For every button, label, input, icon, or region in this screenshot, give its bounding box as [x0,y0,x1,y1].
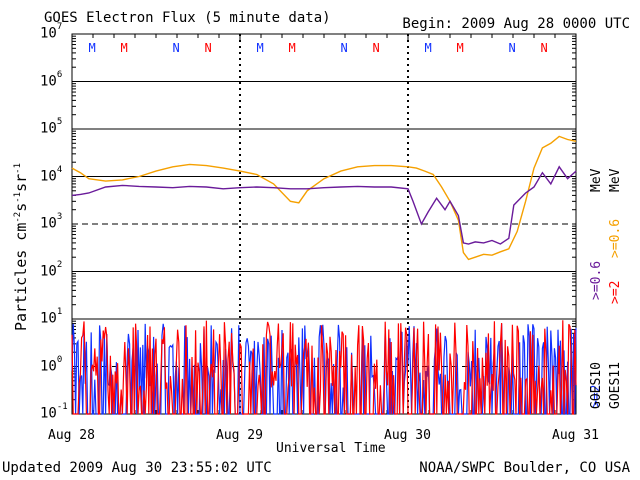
x-axis-label: Universal Time [276,441,386,456]
y-tick-base: 10 [40,215,57,232]
marker-m: M [120,41,127,55]
begin-time: Begin: 2009 Aug 28 0000 UTC [402,16,630,32]
x-tick-aug28: Aug 28 [48,428,95,443]
goes11-slow-label: >=2 [608,281,623,304]
goes11-fast-threshold: >=0.6 [608,218,623,258]
y-tick-base: 10 [40,358,57,375]
y-tick-base: 10 [40,73,57,90]
y-tick-exponent: 5 [56,117,63,127]
marker-m: M [257,41,264,55]
unit-text-2: MeV [608,168,623,192]
y-tick-base: 10 [40,405,57,422]
unit-text-1: MeV [589,168,604,192]
y-tick-base: 10 [40,120,57,137]
y-tick-label: 101 [40,307,63,327]
y-tick-label: 10-1 [40,402,68,422]
y-tick-label: 102 [40,259,63,280]
y-tick-label: 100 [40,354,63,375]
y-tick-exponent: 7 [56,22,63,32]
goes11-sat-label: GOES11 [608,362,623,409]
unit-label-2: MeV [608,169,623,192]
marker-n: N [509,41,516,55]
marker-n: N [540,41,547,55]
marker-m: M [425,41,432,55]
goes11-fast-label: >=0.6 [608,219,623,258]
y-tick-label: 103 [40,212,63,232]
y-tick-exponent: 6 [56,69,63,80]
x-tick-aug31: Aug 31 [552,428,599,443]
y-tick-exponent: 1 [56,307,63,317]
goes10-sat-label: GOES10 [589,362,604,409]
y-tick-label: 105 [40,117,63,137]
y-tick-base: 10 [40,310,57,327]
x-tick-aug29: Aug 29 [216,428,263,443]
marker-m: M [89,41,96,55]
goes10-fast-threshold: >=0.6 [589,260,604,300]
y-tick-exponent: -1 [56,402,68,412]
goes10-fast-label: >=0.6 [589,261,604,300]
y-tick-exponent: 3 [56,212,63,222]
marker-n: N [204,41,211,55]
y-tick-exponent: 4 [56,164,63,175]
series-goes11_fast [71,135,577,261]
y-tick-exponent: 0 [56,354,63,365]
marker-m: M [456,41,463,55]
updated-time: Updated 2009 Aug 30 23:55:02 UTC [2,460,272,476]
y-tick-base: 10 [40,263,57,280]
y-tick-base: 10 [40,25,57,42]
series-goes10_fast [71,165,577,245]
y-tick-base: 10 [40,168,57,185]
y-tick-exponent: 2 [56,259,63,270]
series-goes11_slow [71,320,577,415]
marker-n: N [372,41,379,55]
y-tick-label: 104 [40,164,63,185]
marker-m: M [288,41,295,55]
goes11-slow-threshold: >=2 [608,280,623,304]
y-tick-label: 107 [40,22,63,42]
x-tick-aug30: Aug 30 [384,428,431,443]
marker-n: N [173,41,180,55]
marker-n: N [341,41,348,55]
credit: NOAA/SWPC Boulder, CO USA [419,460,630,476]
y-tick-label: 106 [40,69,63,90]
unit-label-1: MeV [589,169,604,192]
chart-title: GOES Electron Flux (5 minute data) [44,10,331,26]
